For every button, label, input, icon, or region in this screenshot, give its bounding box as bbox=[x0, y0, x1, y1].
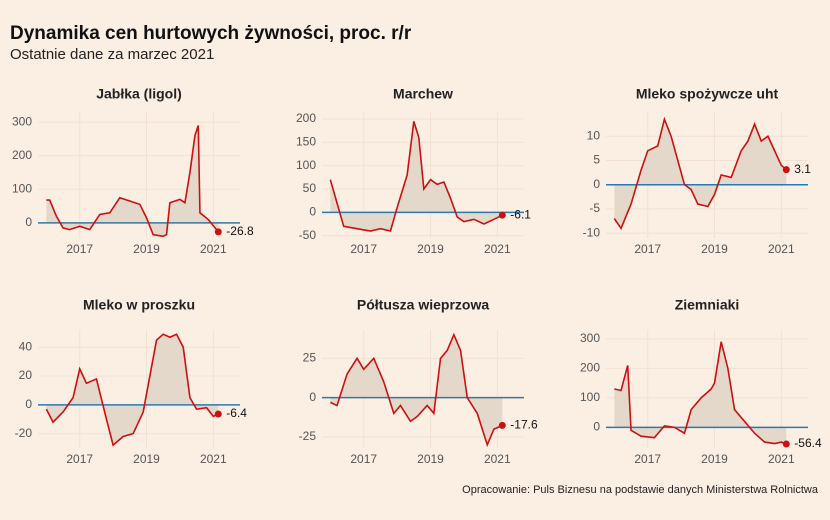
y-tick-label: 0 bbox=[309, 390, 316, 404]
x-tick-label: 2019 bbox=[417, 452, 444, 466]
y-tick-label: 0 bbox=[593, 420, 600, 434]
y-tick-label: -10 bbox=[583, 225, 601, 239]
x-tick-label: 2017 bbox=[634, 242, 661, 256]
area bbox=[330, 121, 503, 231]
source: Opracowanie: Puls Biznesu na podstawie d… bbox=[462, 484, 819, 496]
panel-title: Półtusza wieprzowa bbox=[357, 297, 489, 313]
y-tick-label: -5 bbox=[589, 201, 600, 215]
y-tick-label: 25 bbox=[303, 350, 317, 364]
last-value-label: -17.6 bbox=[510, 418, 538, 432]
last-point bbox=[498, 421, 506, 429]
area bbox=[46, 334, 219, 446]
y-tick-label: 200 bbox=[580, 361, 600, 375]
last-point bbox=[498, 211, 506, 219]
y-tick-label: 150 bbox=[296, 135, 316, 149]
line bbox=[614, 341, 787, 445]
panel-title: Jabłka (ligol) bbox=[96, 86, 182, 102]
x-tick-label: 2021 bbox=[200, 242, 227, 256]
y-tick-label: 20 bbox=[19, 368, 33, 382]
x-tick-label: 2021 bbox=[768, 242, 795, 256]
last-value-label: -6.4 bbox=[226, 406, 247, 420]
panel-title: Mleko w proszku bbox=[83, 297, 195, 313]
last-value-label: -6.1 bbox=[510, 207, 531, 221]
x-tick-label: 2017 bbox=[66, 242, 93, 256]
line bbox=[613, 116, 787, 230]
y-tick-label: 200 bbox=[296, 111, 316, 125]
x-tick-label: 2021 bbox=[200, 452, 227, 466]
y-tick-label: 5 bbox=[593, 153, 600, 167]
area bbox=[46, 125, 219, 237]
y-tick-label: 0 bbox=[593, 177, 600, 191]
y-tick-label: 0 bbox=[25, 397, 32, 411]
x-tick-label: 2017 bbox=[350, 452, 377, 466]
line bbox=[330, 332, 503, 448]
y-tick-label: 100 bbox=[12, 181, 32, 195]
y-tick-label: 200 bbox=[12, 148, 32, 162]
last-point bbox=[214, 228, 222, 236]
last-value-label: -56.4 bbox=[794, 436, 822, 450]
line bbox=[45, 333, 219, 447]
y-tick-label: 10 bbox=[587, 128, 601, 142]
y-tick-label: -20 bbox=[15, 426, 33, 440]
x-tick-label: 2019 bbox=[133, 452, 160, 466]
x-tick-label: 2017 bbox=[634, 452, 661, 466]
last-value-label: -26.8 bbox=[226, 224, 254, 238]
panel-title: Mleko spożywcze uht bbox=[636, 86, 779, 102]
chart-title: Dynamika cen hurtowych żywności, proc. r… bbox=[10, 23, 412, 44]
last-value-label: 3.1 bbox=[794, 162, 811, 176]
line bbox=[46, 125, 219, 238]
last-point bbox=[214, 410, 222, 418]
x-tick-label: 2019 bbox=[133, 242, 160, 256]
area bbox=[614, 341, 787, 444]
y-tick-label: 100 bbox=[580, 390, 600, 404]
chart-subtitle: Ostatnie dane za marzec 2021 bbox=[10, 46, 214, 63]
x-tick-label: 2021 bbox=[484, 452, 511, 466]
line bbox=[329, 121, 503, 232]
panel-title: Marchew bbox=[393, 86, 453, 102]
y-tick-label: 100 bbox=[296, 158, 316, 172]
last-point bbox=[782, 440, 790, 448]
y-tick-label: 0 bbox=[309, 205, 316, 219]
x-tick-label: 2019 bbox=[417, 242, 444, 256]
y-tick-label: 40 bbox=[19, 339, 33, 353]
x-tick-label: 2021 bbox=[768, 452, 795, 466]
y-tick-label: 50 bbox=[303, 181, 317, 195]
y-tick-label: -25 bbox=[299, 429, 317, 443]
panel-title: Ziemniaki bbox=[675, 297, 740, 313]
y-tick-label: 0 bbox=[25, 215, 32, 229]
area bbox=[330, 334, 503, 445]
y-tick-label: 300 bbox=[12, 114, 32, 128]
x-tick-label: 2017 bbox=[66, 452, 93, 466]
y-tick-label: -50 bbox=[299, 228, 317, 242]
x-tick-label: 2021 bbox=[484, 242, 511, 256]
y-tick-label: 300 bbox=[580, 331, 600, 345]
x-tick-label: 2019 bbox=[701, 452, 728, 466]
x-tick-label: 2017 bbox=[350, 242, 377, 256]
last-point bbox=[782, 166, 790, 174]
x-tick-label: 2019 bbox=[701, 242, 728, 256]
